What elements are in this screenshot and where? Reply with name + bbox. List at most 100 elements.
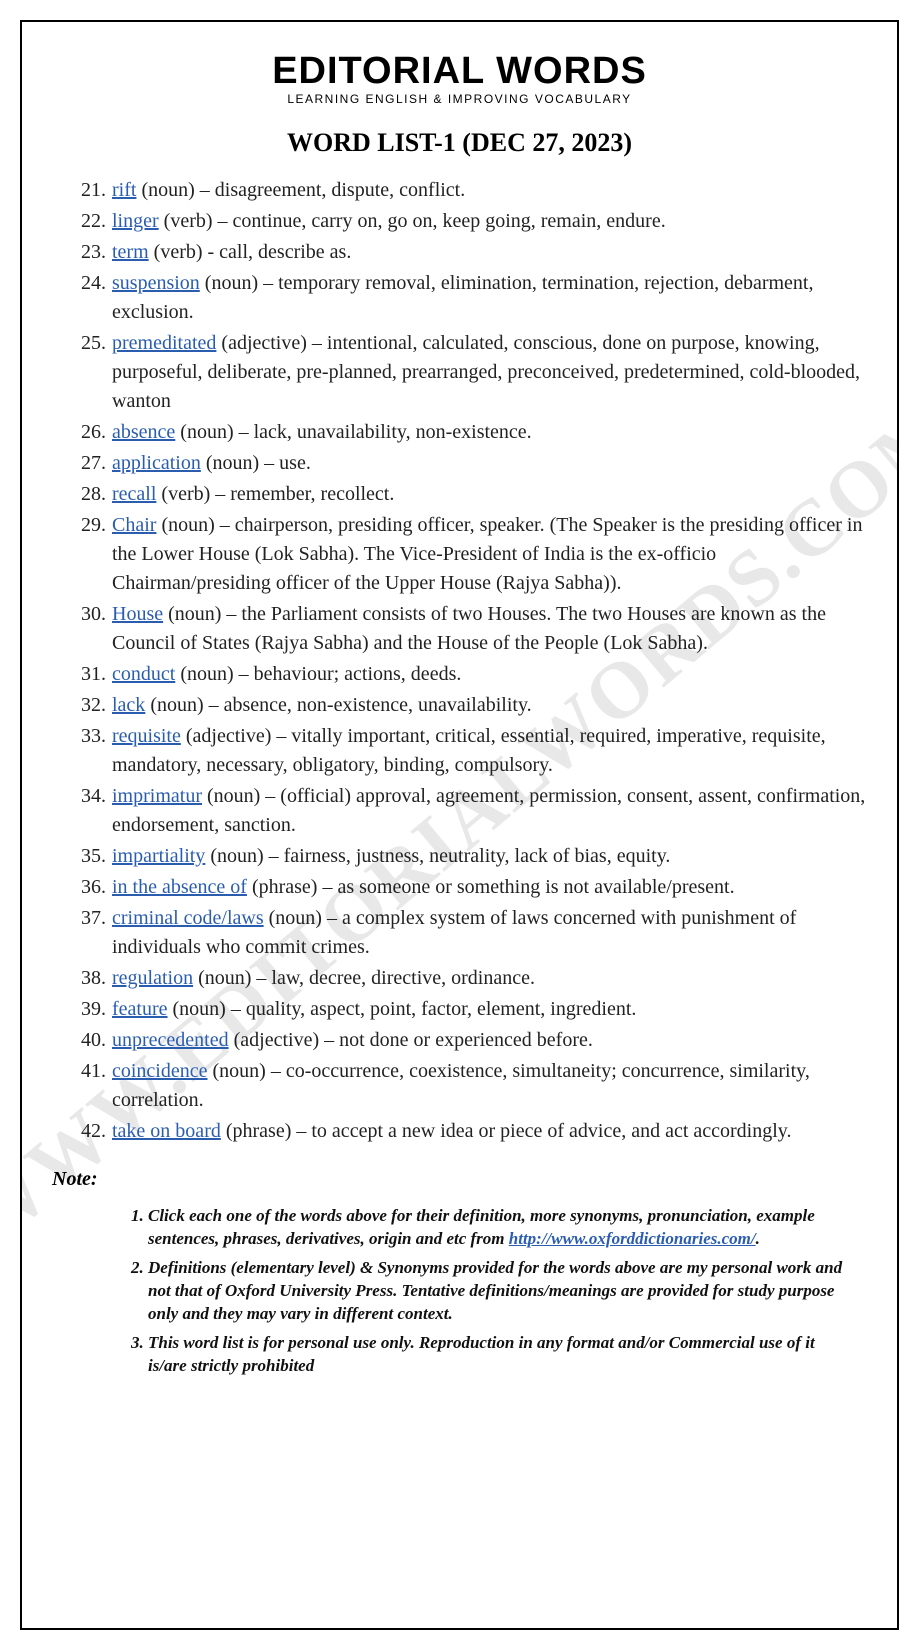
term-link[interactable]: criminal code/laws <box>112 907 264 929</box>
entry-definition: (adjective) – vitally important, critica… <box>112 725 826 776</box>
entry-definition: (noun) – lack, unavailability, non-exist… <box>175 421 531 443</box>
entry-number: 27. <box>68 449 106 478</box>
term-link[interactable]: requisite <box>112 725 181 747</box>
word-entry: 42.take on board (phrase) – to accept a … <box>110 1117 867 1146</box>
word-entry: 39.feature (noun) – quality, aspect, poi… <box>110 995 867 1024</box>
word-entry: 38.regulation (noun) – law, decree, dire… <box>110 964 867 993</box>
entry-definition: (verb) – remember, recollect. <box>156 483 394 505</box>
term-link[interactable]: coincidence <box>112 1060 208 1082</box>
entry-number: 29. <box>68 511 106 540</box>
entry-definition: (noun) – use. <box>201 452 311 474</box>
term-link[interactable]: Chair <box>112 514 156 536</box>
brand-tagline: LEARNING ENGLISH & IMPROVING VOCABULARY <box>52 92 867 106</box>
word-entry: 27.application (noun) – use. <box>110 449 867 478</box>
term-link[interactable]: regulation <box>112 967 193 989</box>
word-entry: 37.criminal code/laws (noun) – a complex… <box>110 904 867 962</box>
entry-definition: (noun) – the Parliament consists of two … <box>112 603 826 654</box>
note-text: This word list is for personal use only.… <box>148 1333 815 1375</box>
header: EDITORIAL WORDS LEARNING ENGLISH & IMPRO… <box>52 52 867 106</box>
entry-definition: (noun) – absence, non-existence, unavail… <box>145 694 531 716</box>
word-entry: 35.impartiality (noun) – fairness, justn… <box>110 842 867 871</box>
term-link[interactable]: in the absence of <box>112 876 247 898</box>
entry-number: 23. <box>68 238 106 267</box>
word-entry: 36.in the absence of (phrase) – as someo… <box>110 873 867 902</box>
entry-number: 39. <box>68 995 106 1024</box>
word-entry: 24.suspension (noun) – temporary removal… <box>110 269 867 327</box>
entry-definition: (noun) – chairperson, presiding officer,… <box>112 514 862 594</box>
word-entry: 30.House (noun) – the Parliament consist… <box>110 600 867 658</box>
entry-definition: (noun) – temporary removal, elimination,… <box>112 272 814 323</box>
entry-number: 41. <box>68 1057 106 1086</box>
entry-definition: (adjective) – intentional, calculated, c… <box>112 332 860 412</box>
term-link[interactable]: impartiality <box>112 845 205 867</box>
note-text: Definitions (elementary level) & Synonym… <box>148 1258 842 1323</box>
entry-number: 37. <box>68 904 106 933</box>
entry-number: 36. <box>68 873 106 902</box>
note-item: Click each one of the words above for th… <box>148 1205 867 1251</box>
word-entry: 33.requisite (adjective) – vitally impor… <box>110 722 867 780</box>
word-entry: 25.premeditated (adjective) – intentiona… <box>110 329 867 416</box>
entry-definition: (noun) – disagreement, dispute, conflict… <box>136 179 465 201</box>
entry-definition: (noun) – fairness, justness, neutrality,… <box>205 845 670 867</box>
word-entry: 26.absence (noun) – lack, unavailability… <box>110 418 867 447</box>
term-link[interactable]: House <box>112 603 163 625</box>
entry-definition: (noun) – (official) approval, agreement,… <box>112 785 865 836</box>
entry-number: 22. <box>68 207 106 236</box>
term-link[interactable]: recall <box>112 483 156 505</box>
term-link[interactable]: unprecedented <box>112 1029 229 1051</box>
term-link[interactable]: term <box>112 241 149 263</box>
note-item: This word list is for personal use only.… <box>148 1332 867 1378</box>
entry-number: 25. <box>68 329 106 358</box>
word-entry: 41.coincidence (noun) – co-occurrence, c… <box>110 1057 867 1115</box>
entry-definition: (noun) – quality, aspect, point, factor,… <box>168 998 637 1020</box>
entry-definition: (verb) - call, describe as. <box>149 241 352 263</box>
entry-number: 28. <box>68 480 106 509</box>
note-item: Definitions (elementary level) & Synonym… <box>148 1257 867 1326</box>
term-link[interactable]: imprimatur <box>112 785 202 807</box>
term-link[interactable]: suspension <box>112 272 200 294</box>
entry-definition: (phrase) – to accept a new idea or piece… <box>221 1120 792 1142</box>
term-link[interactable]: absence <box>112 421 175 443</box>
word-entry: 31.conduct (noun) – behaviour; actions, … <box>110 660 867 689</box>
word-entry: 28.recall (verb) – remember, recollect. <box>110 480 867 509</box>
term-link[interactable]: linger <box>112 210 159 232</box>
term-link[interactable]: lack <box>112 694 145 716</box>
notes-list: Click each one of the words above for th… <box>52 1205 867 1378</box>
entry-number: 21. <box>68 176 106 205</box>
word-entry: 40.unprecedented (adjective) – not done … <box>110 1026 867 1055</box>
word-entry: 29.Chair (noun) – chairperson, presiding… <box>110 511 867 598</box>
entry-definition: (noun) – behaviour; actions, deeds. <box>175 663 461 685</box>
entry-number: 40. <box>68 1026 106 1055</box>
entry-number: 42. <box>68 1117 106 1146</box>
entry-number: 33. <box>68 722 106 751</box>
term-link[interactable]: conduct <box>112 663 175 685</box>
term-link[interactable]: premeditated <box>112 332 216 354</box>
entry-number: 31. <box>68 660 106 689</box>
entry-number: 35. <box>68 842 106 871</box>
term-link[interactable]: rift <box>112 179 136 201</box>
entry-number: 30. <box>68 600 106 629</box>
entry-number: 38. <box>68 964 106 993</box>
entry-definition: (noun) – law, decree, directive, ordinan… <box>193 967 535 989</box>
term-link[interactable]: application <box>112 452 201 474</box>
term-link[interactable]: feature <box>112 998 168 1020</box>
entry-number: 26. <box>68 418 106 447</box>
entry-definition: (verb) – continue, carry on, go on, keep… <box>159 210 666 232</box>
entry-number: 24. <box>68 269 106 298</box>
entry-definition: (noun) – co-occurrence, coexistence, sim… <box>112 1060 810 1111</box>
word-entry: 21.rift (noun) – disagreement, dispute, … <box>110 176 867 205</box>
word-entry: 23.term (verb) - call, describe as. <box>110 238 867 267</box>
entry-number: 32. <box>68 691 106 720</box>
word-entry: 22.linger (verb) – continue, carry on, g… <box>110 207 867 236</box>
document-page: WWW.EDITORIALWORDS.COM EDITORIAL WORDS L… <box>20 20 899 1630</box>
term-link[interactable]: take on board <box>112 1120 221 1142</box>
note-link[interactable]: http://www.oxforddictionaries.com/ <box>509 1229 756 1248</box>
note-heading: Note: <box>52 1168 867 1191</box>
entry-number: 34. <box>68 782 106 811</box>
entry-definition: (adjective) – not done or experienced be… <box>229 1029 593 1051</box>
entry-definition: (phrase) – as someone or something is no… <box>247 876 735 898</box>
content-area: EDITORIAL WORDS LEARNING ENGLISH & IMPRO… <box>52 52 867 1378</box>
note-text-post: . <box>756 1229 760 1248</box>
word-entry: 32.lack (noun) – absence, non-existence,… <box>110 691 867 720</box>
word-list: 21. rift (noun) – disagreement, dispute, … <box>52 176 867 1146</box>
